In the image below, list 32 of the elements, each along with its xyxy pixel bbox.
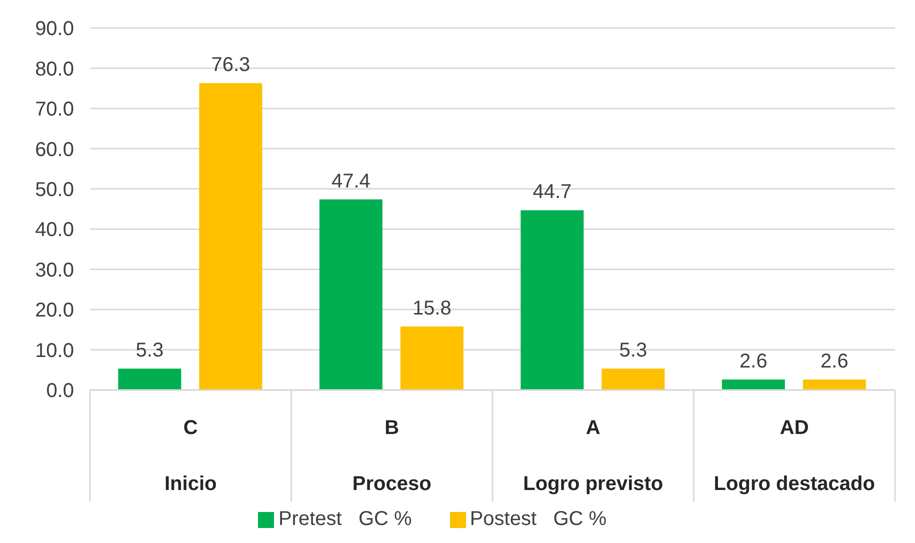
- y-tick-label: 80.0: [35, 58, 74, 80]
- data-label: 15.8: [412, 297, 452, 320]
- data-label: 44.7: [532, 181, 572, 204]
- category-label: B Proceso: [352, 417, 432, 495]
- bar: [722, 380, 785, 390]
- category-label: A Logro previsto: [523, 417, 664, 495]
- bar: [199, 83, 262, 390]
- data-label: 2.6: [740, 350, 768, 373]
- bar: [602, 368, 665, 390]
- category-label: AD Logro destacado: [714, 417, 875, 495]
- data-label: 5.3: [136, 340, 164, 362]
- data-label: 47.4: [331, 170, 370, 192]
- y-tick-label: 30.0: [35, 259, 74, 282]
- y-tick-label: 0.0: [46, 380, 74, 402]
- legend-label: Postest GC %: [470, 508, 607, 530]
- y-tick-label: 50.0: [35, 178, 74, 201]
- bar: [520, 210, 584, 390]
- y-tick-label: 90.0: [35, 18, 74, 40]
- data-label: 76.3: [211, 54, 250, 76]
- y-tick-label: 70.0: [35, 98, 74, 121]
- bar: [802, 380, 866, 390]
- category-label: C Inicio: [164, 417, 217, 495]
- data-label: 2.6: [820, 350, 848, 373]
- bar: [400, 326, 464, 390]
- data-label: 5.3: [619, 340, 648, 362]
- y-tick-label: 40.0: [35, 219, 74, 242]
- bar: [118, 368, 182, 390]
- y-tick-label: 20.0: [35, 300, 74, 322]
- legend-label: Pretest GC %: [278, 508, 412, 530]
- bar: [319, 199, 382, 390]
- y-tick-label: 60.0: [35, 138, 74, 161]
- y-tick-label: 10.0: [35, 340, 74, 362]
